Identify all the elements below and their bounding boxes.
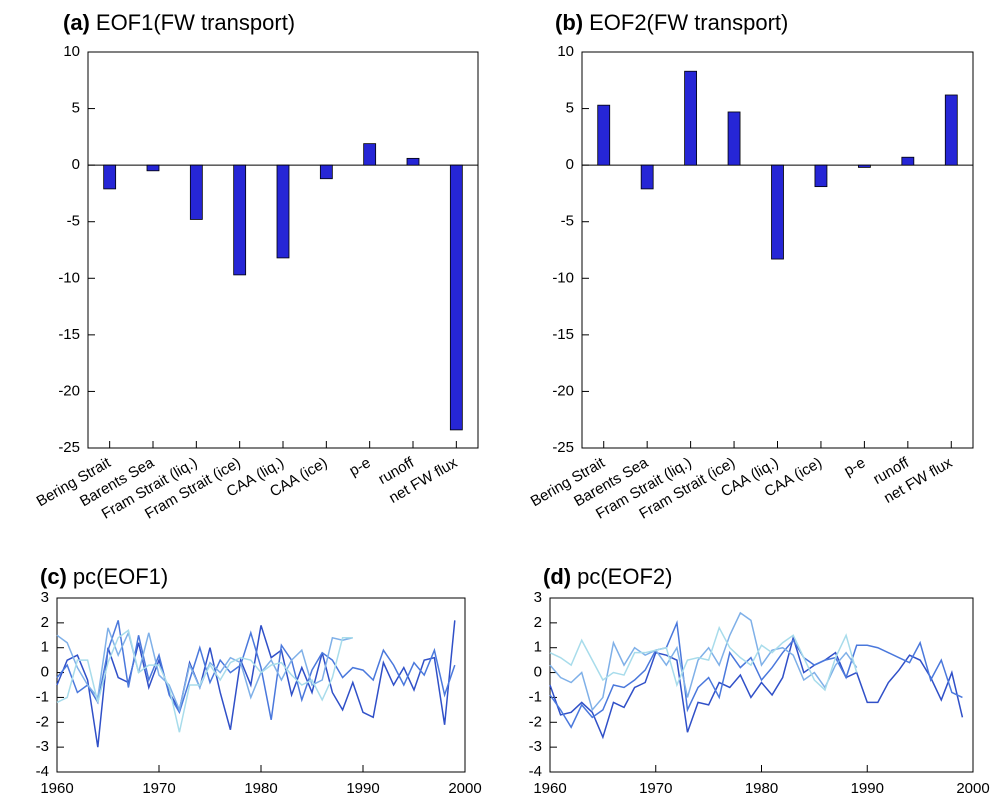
y-tick-label: 3	[41, 589, 49, 606]
series-line	[56, 620, 456, 720]
y-tick-label: -3	[529, 738, 542, 755]
x-tick-label: 1960	[533, 780, 566, 796]
x-tick-label: 2000	[956, 780, 989, 796]
bar	[406, 157, 420, 166]
x-tick-label: 1980	[745, 780, 778, 796]
bar	[449, 164, 463, 431]
x-tick-label: 1990	[851, 780, 884, 796]
y-tick-label: -2	[529, 713, 542, 730]
y-tick-label: -5	[561, 213, 574, 230]
bar	[189, 164, 203, 220]
x-tick-label: p-e	[841, 454, 868, 480]
y-tick-label: 3	[534, 589, 542, 606]
y-tick-label: 5	[72, 100, 80, 117]
panel-title: (c) pc(EOF1)	[40, 564, 168, 589]
panel-label: (d)	[543, 564, 571, 589]
bar	[857, 164, 871, 168]
bar	[814, 164, 828, 188]
x-tick-label: p-e	[346, 454, 373, 480]
y-tick-label: -25	[58, 439, 80, 456]
y-tick-label: -1	[529, 688, 542, 705]
series-line	[56, 629, 353, 733]
y-tick-label: -2	[36, 713, 49, 730]
bar	[233, 164, 247, 276]
panel-label: (b)	[555, 10, 583, 35]
bar	[684, 70, 698, 166]
y-tick-label: -10	[552, 269, 574, 286]
panel-title: (a) EOF1(FW transport)	[63, 10, 295, 35]
y-tick-label: 0	[534, 664, 542, 681]
y-tick-label: 2	[41, 614, 49, 631]
y-tick-label: -15	[552, 326, 574, 343]
y-tick-label: 1	[534, 639, 542, 656]
bar	[944, 94, 958, 166]
y-tick-label: -20	[58, 382, 80, 399]
title-text: EOF1(FW transport)	[96, 10, 295, 35]
y-tick-label: -15	[58, 326, 80, 343]
panel-label: (a)	[63, 10, 90, 35]
y-tick-label: 5	[566, 100, 574, 117]
panel-label: (c)	[40, 564, 67, 589]
bar	[771, 164, 784, 260]
y-tick-label: -10	[58, 269, 80, 286]
y-tick-label: -3	[36, 738, 49, 755]
bar	[146, 164, 160, 172]
y-tick-label: -1	[36, 688, 49, 705]
y-tick-label: 2	[534, 614, 542, 631]
series-line	[549, 625, 858, 692]
series-line	[56, 620, 456, 748]
bar	[901, 156, 915, 166]
series-line	[549, 619, 963, 729]
y-tick-label: 0	[41, 664, 49, 681]
y-tick-label: -4	[529, 763, 542, 780]
bar	[727, 111, 741, 166]
bar	[640, 164, 654, 190]
bar	[319, 164, 333, 180]
y-tick-label: -25	[552, 439, 574, 456]
x-tick-label: 1960	[40, 780, 73, 796]
panel-title: (d) pc(EOF2)	[543, 564, 672, 589]
x-tick-label: 1970	[639, 780, 672, 796]
title-text: EOF2(FW transport)	[589, 10, 788, 35]
x-tick-label: 1990	[346, 780, 379, 796]
bar	[103, 164, 117, 190]
x-tick-label: 1970	[142, 780, 175, 796]
series-line	[549, 611, 858, 712]
y-tick-label: 0	[72, 156, 80, 173]
y-tick-label: 0	[566, 156, 574, 173]
panel-title: (b) EOF2(FW transport)	[555, 10, 788, 35]
y-tick-label: 1	[41, 639, 49, 656]
x-tick-label: 2000	[448, 780, 481, 796]
title-text: pc(EOF1)	[73, 564, 168, 589]
y-tick-label: 10	[557, 43, 574, 60]
bar	[597, 104, 611, 166]
y-tick-label: -20	[552, 382, 574, 399]
series-line	[549, 635, 964, 740]
y-tick-label: -5	[67, 213, 80, 230]
bar	[276, 164, 290, 259]
bar	[363, 143, 377, 166]
title-text: pc(EOF2)	[577, 564, 672, 589]
x-tick-label: 1980	[244, 780, 277, 796]
y-tick-label: 10	[63, 43, 80, 60]
y-tick-label: -4	[36, 763, 49, 780]
